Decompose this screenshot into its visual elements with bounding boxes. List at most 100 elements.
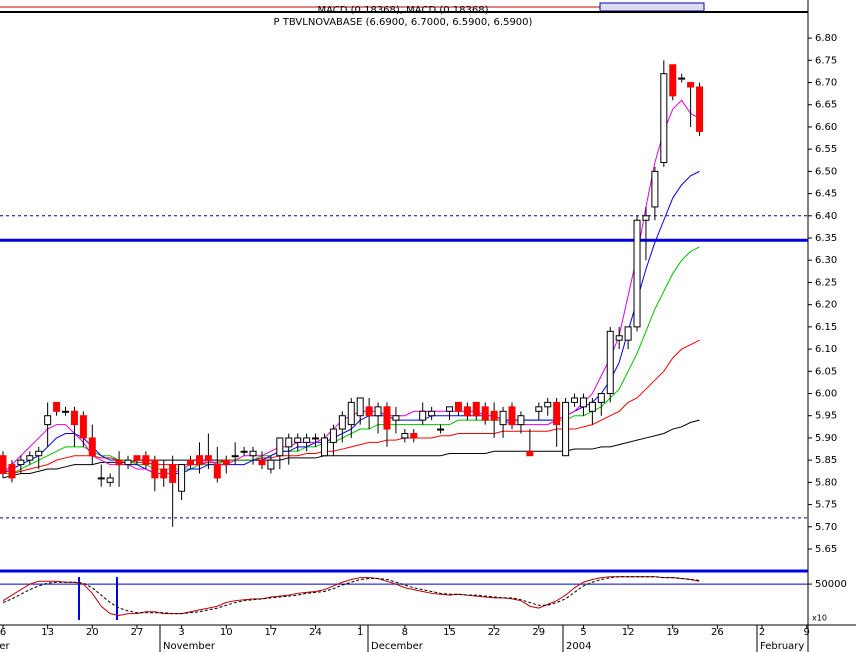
strip-box	[599, 2, 705, 12]
candle-body	[633, 219, 641, 328]
candle-body	[490, 410, 498, 421]
x-group-label: 2004	[566, 641, 591, 652]
candle-body	[615, 335, 623, 341]
candle-body	[383, 406, 391, 430]
x-tick-label: 24	[309, 627, 322, 638]
candle-body	[597, 393, 605, 403]
candle-body	[696, 86, 704, 132]
candle-body	[169, 464, 177, 483]
y-tick-label: 50000	[815, 579, 847, 590]
candle-body	[660, 73, 668, 163]
y-tick-label: 6.65	[815, 100, 837, 111]
y-tick-label: 6.30	[815, 255, 837, 266]
candle-body	[151, 459, 159, 479]
candle-body	[178, 464, 186, 492]
candle-body	[8, 464, 16, 479]
candle-body	[463, 406, 471, 417]
candle-body	[437, 428, 445, 431]
candle-body	[303, 437, 311, 443]
y-tick-label: 6.50	[815, 166, 837, 177]
x-tick-label: 2	[759, 627, 765, 638]
y-tick-label: 6.75	[815, 55, 837, 66]
x-tick-label: 27	[131, 627, 144, 638]
x-tick-label: 3	[178, 627, 184, 638]
candle-body	[606, 330, 614, 395]
candle-body	[356, 397, 364, 417]
line	[2, 576, 700, 616]
x-tick-label: 1	[357, 627, 363, 638]
candle-body	[642, 215, 650, 221]
candle-body	[401, 432, 409, 439]
candle-body	[70, 410, 78, 426]
candle-body	[160, 468, 168, 479]
candle-body	[553, 401, 561, 426]
candle-body	[526, 450, 534, 457]
x-group-label: November	[163, 641, 216, 652]
candle-body	[446, 406, 453, 412]
y-tick-label: 6.70	[815, 78, 837, 89]
candle-body	[428, 410, 436, 417]
x-group-label: February	[760, 641, 804, 652]
x-tick-label: 8	[402, 627, 408, 638]
candle-body	[294, 437, 302, 443]
y-tick-label: 6.35	[815, 233, 837, 244]
candle-body	[678, 77, 686, 80]
candle-body	[276, 437, 284, 457]
candle-body	[44, 415, 52, 426]
y-tick-label: 5.75	[815, 500, 837, 511]
y-tick-label: 6.20	[815, 300, 837, 311]
candle-body	[97, 477, 105, 480]
candle-body	[231, 455, 239, 458]
y-tick-label: 6.00	[815, 389, 837, 400]
y-tick-label: 6.15	[815, 322, 837, 333]
candle-body	[115, 459, 123, 466]
candle-body	[651, 170, 659, 208]
candle-body	[562, 401, 570, 457]
x-tick-label: 17	[265, 627, 278, 638]
candle-body	[267, 459, 275, 470]
candle-body	[79, 415, 87, 439]
candle-body	[374, 406, 382, 417]
x-group-label: December	[371, 641, 424, 652]
candle-body	[517, 415, 525, 426]
y-tick-label: 5.85	[815, 455, 837, 466]
y-tick-label: 5.90	[815, 433, 837, 444]
candle-body	[142, 455, 150, 466]
candle-body	[687, 82, 695, 88]
x-group-label: ber	[0, 641, 11, 652]
candle-body	[133, 455, 141, 461]
candle-body	[329, 428, 337, 443]
candle-body	[213, 464, 221, 479]
y-tick-label: 5.65	[815, 544, 837, 555]
candle-body	[35, 450, 43, 457]
y-tick-label: 5.80	[815, 477, 837, 488]
candle-body	[544, 401, 552, 408]
candle-body	[88, 437, 96, 457]
line	[2, 576, 700, 615]
candle-body	[571, 397, 579, 403]
candle-body	[62, 410, 70, 413]
y-tick-label: 6.05	[815, 366, 837, 377]
candle-body	[240, 450, 248, 453]
candle-body	[472, 401, 480, 417]
x-tick-label: 5	[580, 627, 586, 638]
y-tick-label: 5.70	[815, 522, 837, 533]
candle-body	[481, 406, 489, 421]
y-tick-label: 6.55	[815, 144, 837, 155]
candle-body	[535, 406, 543, 412]
candle-body	[392, 415, 400, 421]
y-tick-label: 6.45	[815, 189, 837, 200]
y-tick-label: 6.60	[815, 122, 837, 133]
x-tick-label: 26	[711, 627, 724, 638]
candle-body	[347, 401, 355, 426]
chart-title: P TBVLNOVABASE (6.6900, 6.7000, 6.5900, …	[274, 17, 533, 28]
candle-body	[249, 450, 257, 457]
candle-body	[258, 459, 266, 466]
candle-body	[0, 455, 7, 474]
candle-body	[187, 459, 195, 466]
candle-body	[499, 410, 507, 426]
candle-body	[124, 459, 132, 466]
